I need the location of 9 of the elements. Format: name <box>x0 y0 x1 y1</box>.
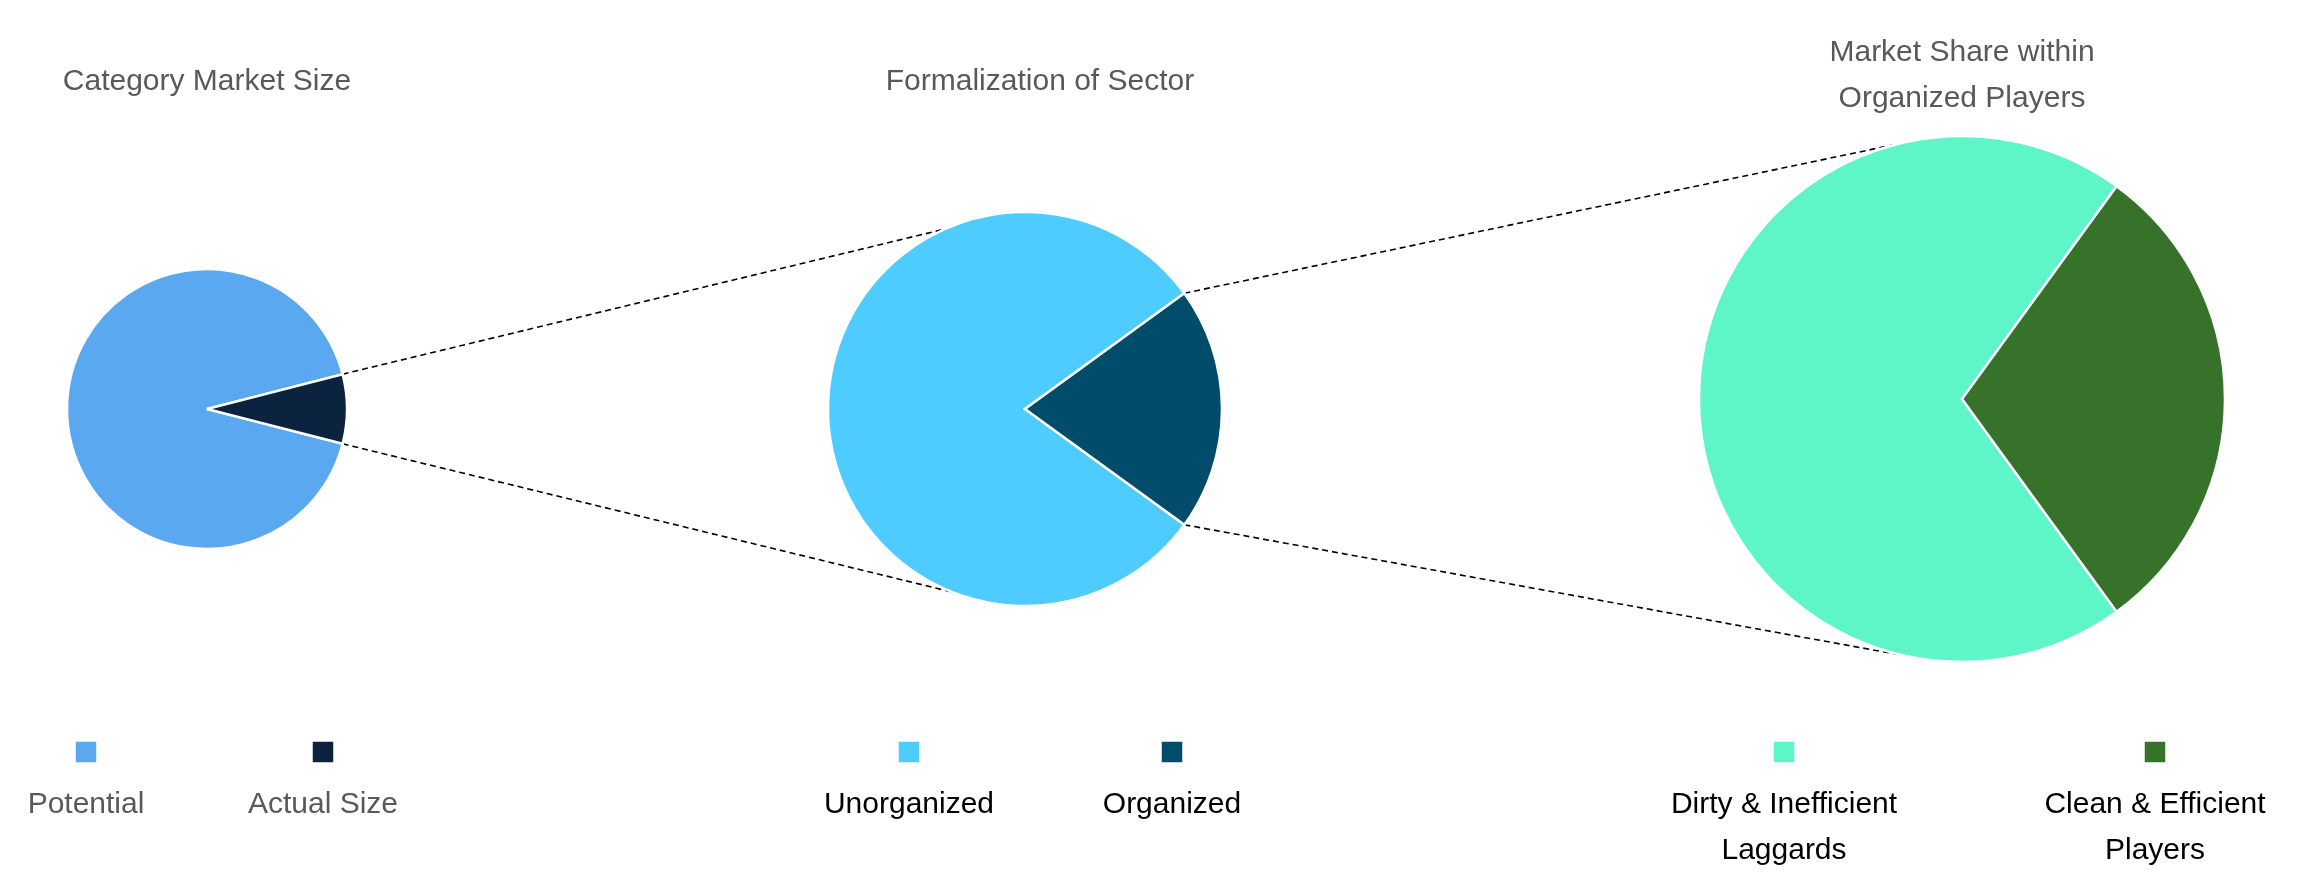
chart-title: Market Share within Organized Players <box>1829 34 2095 113</box>
chart-title: Formalization of Sector <box>885 63 1195 96</box>
legend-label: Actual Size <box>247 786 399 819</box>
legend-label: Dirty & Inefficient Laggards <box>1670 786 1898 865</box>
legend-label: Unorganized <box>823 786 995 819</box>
legend-label: Potential <box>27 786 145 819</box>
chart-title: Category Market Size <box>62 63 352 96</box>
legend-label: Organized <box>1102 786 1242 819</box>
legend-label: Clean & Efficient Players <box>2044 786 2267 865</box>
